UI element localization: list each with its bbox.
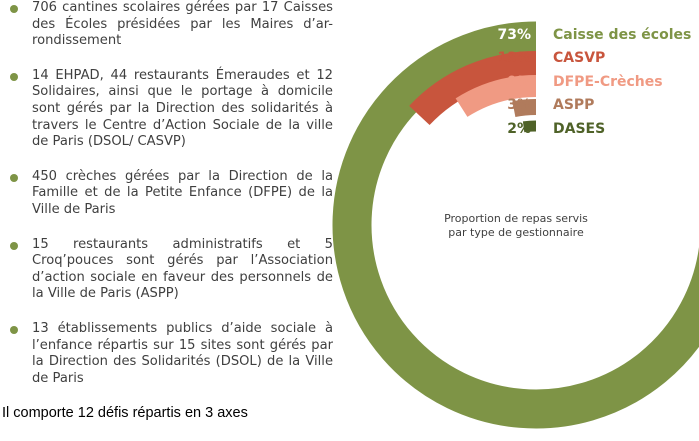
category-label: DFPE-Crèches (553, 74, 663, 90)
value-label: 3% (507, 97, 531, 113)
value-label: 13% (497, 50, 531, 66)
ring-arc-dfpe-cr-ches (455, 75, 537, 118)
bullet-item-restaurants: 15 restaurants administratifs et 5 Croq’… (10, 237, 333, 303)
ring-arc-aspp (512, 99, 537, 117)
chart-title-line-2: par type de gestionnaire (448, 226, 584, 239)
chart-title-line-1: Proportion de repas servis (444, 212, 588, 225)
bullet-dot-icon (10, 241, 18, 250)
ring-arc-casvp (409, 51, 537, 126)
ring-arc-caisse-des-coles (332, 21, 699, 429)
bullet-text: 450 crèches gérées par la Direction de l… (32, 168, 333, 217)
category-label: DASES (553, 121, 605, 137)
bullet-text: 15 restaurants administratifs et 5 Croq’… (32, 236, 333, 302)
ring-group (332, 21, 699, 429)
bullet-text: 14 EHPAD, 44 restaurants Émeraudes et 12… (32, 67, 333, 150)
footer-text: Il comporte 12 défis répartis en 3 axes (2, 405, 248, 421)
bullet-item-ehpad: 14 EHPAD, 44 restaurants Émeraudes et 12… (10, 68, 333, 151)
bullet-dot-icon (10, 173, 18, 182)
bullet-dot-icon (10, 325, 18, 334)
bullet-item-creches: 450 crèches gérées par la Direction de l… (10, 169, 333, 219)
ring-arc-dases (522, 120, 537, 133)
bullet-dot-icon (10, 72, 18, 81)
category-label: CASVP (553, 50, 605, 66)
bullet-list: 706 cantines scolaires gérées par 17 Cai… (10, 0, 333, 405)
bullet-item-etablissements: 13 établissements publics d’aide sociale… (10, 321, 333, 387)
category-label: ASPP (553, 97, 594, 113)
label-group: 73% Caisse des écoles 13% CASVP 9% DFPE-Crèch… (497, 27, 691, 137)
bullet-dot-icon (10, 5, 18, 13)
bullet-text: 706 cantines scolaires gérées par 17 Cai… (32, 0, 333, 49)
value-label: 73% (497, 27, 531, 43)
value-label: 9% (507, 74, 531, 90)
value-label: 2% (507, 121, 531, 137)
category-label: Caisse des écoles (553, 27, 691, 43)
bullet-item-cantines: 706 cantines scolaires gérées par 17 Cai… (10, 0, 333, 50)
bullet-text: 13 établissements publics d’aide sociale… (32, 320, 333, 386)
